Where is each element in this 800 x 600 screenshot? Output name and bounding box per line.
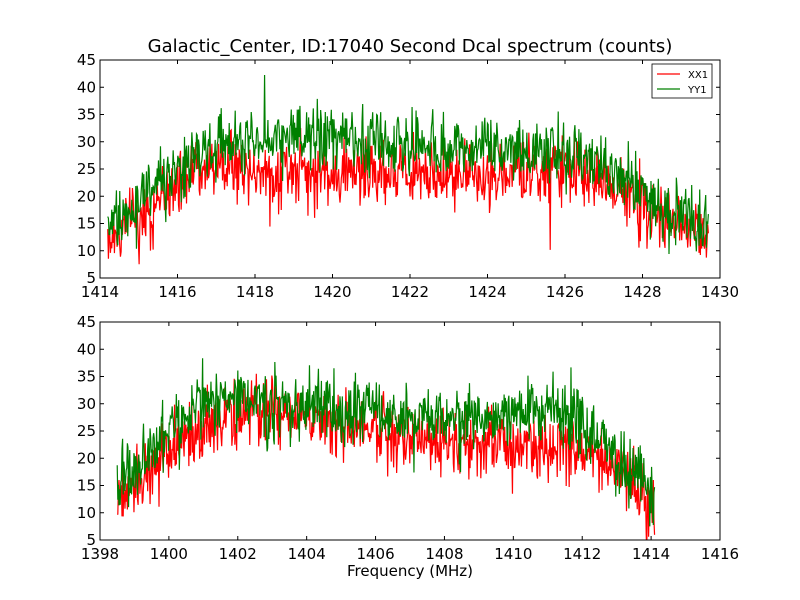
y-tick-label: 25 (77, 422, 96, 440)
legend-label-xx1: XX1 (688, 70, 708, 81)
y-tick-label: 35 (77, 368, 96, 386)
x-tick-label: 1420 (313, 283, 351, 301)
x-tick-label: 1410 (494, 545, 532, 563)
y-tick-label: 10 (77, 242, 96, 260)
x-tick-label: 1430 (701, 283, 739, 301)
x-tick-label: 1416 (158, 283, 196, 301)
x-tick-label: 1412 (563, 545, 601, 563)
x-tick-label: 1422 (391, 283, 429, 301)
y-tick-label: 40 (77, 78, 96, 96)
y-tick-label: 15 (77, 477, 96, 495)
x-tick-label: 1426 (546, 283, 584, 301)
x-tick-label: 1406 (356, 545, 394, 563)
x-tick-label: 1414 (81, 283, 119, 301)
x-tick-label: 1424 (468, 283, 506, 301)
x-tick-label: 1402 (219, 545, 257, 563)
series-line-yy1 (107, 74, 709, 255)
legend-box (651, 63, 713, 99)
x-tick-label: 1404 (288, 545, 326, 563)
x-tick-label: 1400 (150, 545, 188, 563)
x-tick-label: 1416 (701, 545, 739, 563)
y-tick-label: 20 (77, 187, 96, 205)
bottom-spectrum-panel: 1398 1400 1402 1404 1406 1408 1410 1412 1414 1416… (77, 313, 739, 563)
x-tick-label: 1428 (623, 283, 661, 301)
y-tick-label: 40 (77, 340, 96, 358)
x-tick-label: 1398 (81, 545, 119, 563)
y-tick-label: 30 (77, 395, 96, 413)
x-tick-label: 1408 (425, 545, 463, 563)
y-tick-label: 30 (77, 133, 96, 151)
y-tick-label: 10 (77, 504, 96, 522)
legend-label-yy1: YY1 (687, 85, 707, 96)
y-tick-label: 45 (77, 313, 96, 331)
y-tick-label: 35 (77, 106, 96, 124)
y-tick-label: 5 (86, 269, 96, 287)
chart-title: Galactic_Center, ID:17040 Second Dcal sp… (148, 36, 673, 57)
series-line-xx1 (117, 373, 656, 540)
x-axis-label: Frequency (MHz) (347, 562, 473, 580)
top-spectrum-panel: 1414 1416 1418 1420 1422 1424 1426 1428 1430 5 10 1… (77, 51, 739, 301)
y-tick-label: 20 (77, 449, 96, 467)
y-tick-label: 45 (77, 51, 96, 69)
y-tick-label: 5 (86, 531, 96, 549)
y-tick-label: 25 (77, 160, 96, 178)
y-tick-label: 15 (77, 215, 96, 233)
x-tick-label: 1414 (632, 545, 670, 563)
legend: XX1 YY1 (651, 63, 713, 99)
x-tick-label: 1418 (236, 283, 274, 301)
series-line-yy1 (116, 358, 656, 527)
